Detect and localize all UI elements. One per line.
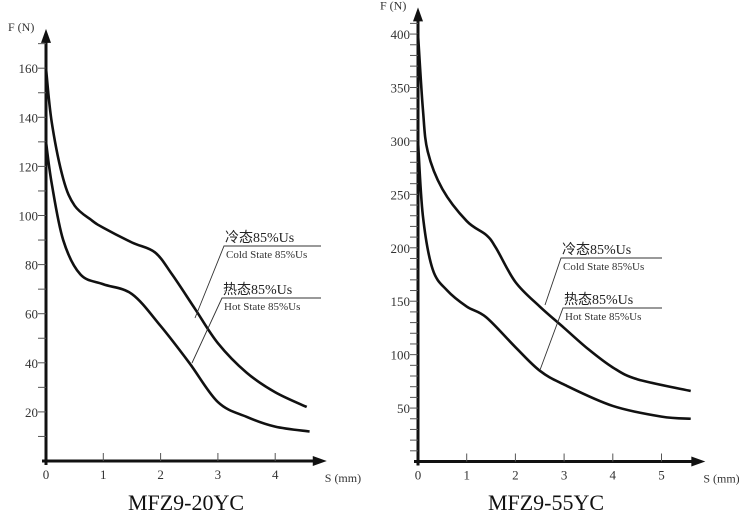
x-tick-label: 4 — [610, 468, 617, 483]
x-tick-label: 5 — [658, 468, 665, 483]
series-label-en: Cold State 85%Us — [226, 249, 307, 261]
chart-2: 50 100 150 200 250 300 350 400 0 1 2 3 4 5 S (mm) F (N)… — [380, 0, 739, 515]
hot-state-curve — [416, 140, 691, 421]
x-tick-label: 0 — [43, 467, 50, 482]
y-tick-label: 100 — [391, 348, 411, 363]
leader-line — [539, 307, 662, 371]
chart-title: MFZ9-20YC — [128, 490, 244, 515]
y-axis-arrow — [41, 28, 51, 43]
x-axis-label: S (mm) — [325, 471, 361, 485]
y-tick-label: 120 — [19, 159, 39, 174]
x-tick-label: 2 — [512, 468, 519, 483]
y-tick-label: 160 — [19, 61, 39, 76]
y-tick-label: 300 — [391, 134, 411, 149]
y-axis-label: F (N) — [8, 20, 34, 34]
x-tick-label: 0 — [415, 468, 422, 483]
y-tick-label: 140 — [19, 110, 39, 125]
series-label-en: Hot State 85%Us — [565, 311, 641, 323]
x-tick-label: 3 — [215, 467, 222, 482]
series-label-zh: 冷态85%Us — [562, 242, 631, 258]
x-axis-arrow — [312, 456, 327, 466]
cold-state-curve — [416, 33, 691, 393]
x-tick-label: 4 — [272, 467, 279, 482]
cold-state-curve — [44, 68, 308, 409]
x-tick-label: 1 — [463, 468, 470, 483]
y-axis-arrow — [413, 7, 423, 22]
y-axis-label: F (N) — [380, 0, 406, 12]
leader-line — [544, 257, 662, 306]
chart-title: MFZ9-55YC — [488, 490, 604, 515]
x-axis-label: S (mm) — [703, 472, 739, 486]
y-tick-label: 250 — [391, 187, 411, 202]
series-label-zh: 冷态85%Us — [225, 230, 294, 246]
series-label-en: Hot State 85%Us — [224, 301, 300, 313]
x-tick-label: 3 — [561, 468, 568, 483]
y-tick-label: 20 — [25, 405, 38, 420]
hot-state-curve — [44, 141, 310, 433]
x-tick-label: 2 — [157, 467, 164, 482]
leader-line — [194, 245, 321, 319]
leader-line — [191, 297, 321, 364]
y-tick-label: 350 — [391, 81, 411, 96]
y-tick-label: 400 — [391, 27, 411, 42]
y-tick-label: 40 — [25, 356, 38, 371]
x-axis-arrow — [691, 456, 706, 467]
y-tick-label: 50 — [397, 401, 410, 416]
y-tick-label: 200 — [391, 241, 411, 256]
chart-1: 20 40 60 80 100 120 140 160 0 1 2 3 4 S (mm) F (N) MFZ9… — [8, 20, 361, 515]
y-tick-label: 150 — [391, 294, 411, 309]
series-label-zh: 热态85%Us — [564, 292, 633, 308]
y-tick-label: 100 — [19, 209, 39, 224]
series-label-en: Cold State 85%Us — [563, 261, 644, 273]
series-label-zh: 热态85%Us — [223, 282, 292, 298]
y-tick-label: 60 — [25, 307, 38, 322]
x-tick-label: 1 — [100, 467, 107, 482]
y-tick-label: 80 — [25, 258, 38, 273]
